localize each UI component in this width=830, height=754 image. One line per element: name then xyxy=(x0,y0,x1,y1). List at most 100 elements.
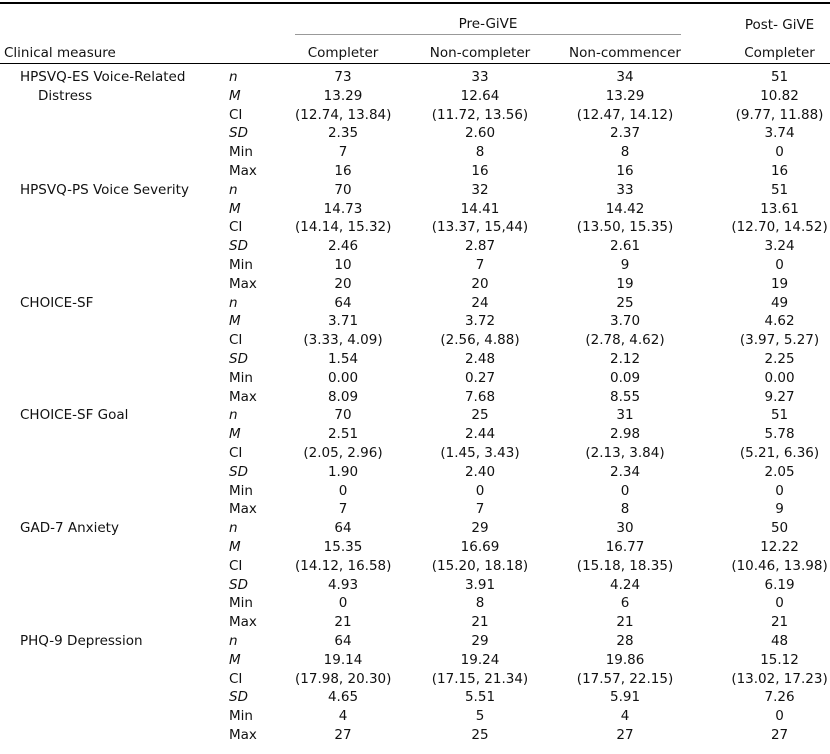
cell-value: 0.00 xyxy=(764,369,795,386)
cell-value: (13.50, 15.35) xyxy=(576,219,674,236)
table-row: CI (3.33, 4.09) (2.56, 4.88) (2.78, 4.62) (3… xyxy=(0,331,830,350)
statistic-label: n xyxy=(229,181,238,198)
cell-value: (13.37, 15,44) xyxy=(431,219,529,236)
cell-value: (14.12, 16.58) xyxy=(295,557,392,574)
table-row: Min 0 0 0 0 xyxy=(0,482,830,501)
measure-name: CHOICE-SF Goal xyxy=(20,407,129,424)
table-row: M 2.51 2.44 2.98 5.78 xyxy=(0,425,830,444)
table-row: CHOICE-SF n 64 24 25 49 xyxy=(0,294,830,313)
table-row: SD 2.35 2.60 2.37 3.74 xyxy=(0,124,830,143)
cell-value: 0.27 xyxy=(464,369,496,386)
cell-value: 1.54 xyxy=(327,350,359,367)
cell-value: 19.14 xyxy=(323,651,363,668)
cell-value: 3.91 xyxy=(464,576,496,593)
cell-value: 1.90 xyxy=(327,463,359,480)
cell-value: (2.05, 2.96) xyxy=(303,444,383,461)
table-row: CI (2.05, 2.96) (1.45, 3.43) (2.13, 3.84) (5… xyxy=(0,444,830,463)
cell-value: 34 xyxy=(616,69,634,85)
table-row: CHOICE-SF Goal n 70 25 31 51 xyxy=(0,406,830,425)
cell-value: 0 xyxy=(775,144,784,161)
table-row: Max 8.09 7.68 8.55 9.27 xyxy=(0,388,830,407)
cell-value: 64 xyxy=(334,294,352,311)
cell-value: 16.69 xyxy=(460,538,500,555)
cell-value: 30 xyxy=(616,520,634,537)
column-header: Clinical measure xyxy=(0,34,225,64)
cell-value: 12.64 xyxy=(460,87,500,104)
cell-value: (10.46, 13.98) xyxy=(731,557,828,574)
cell-value: 5.91 xyxy=(609,689,641,706)
group-header: Pre-GiVE xyxy=(295,3,682,35)
cell-value: (12.47, 14.12) xyxy=(576,106,674,123)
cell-value: 2.46 xyxy=(327,238,359,255)
statistic-label: n xyxy=(229,294,238,311)
cell-value: 2.51 xyxy=(327,426,359,443)
table-row: CI (14.12, 16.58) (15.20, 18.18) (15.18, 18… xyxy=(0,557,830,576)
cell-value: 25 xyxy=(471,407,489,424)
table-row: CI (14.14, 15.32) (13.37, 15,44) (13.50, 15… xyxy=(0,218,830,237)
table-row: SD 1.54 2.48 2.12 2.25 xyxy=(0,350,830,369)
table-row: PHQ-9 Depression n 64 29 28 48 xyxy=(0,632,830,651)
cell-value: 2.44 xyxy=(464,426,496,443)
table-row: SD 2.46 2.87 2.61 3.24 xyxy=(0,237,830,256)
cell-value: 24 xyxy=(471,294,489,311)
cell-value: 9.27 xyxy=(764,388,795,405)
cell-value: 13.29 xyxy=(323,87,363,104)
cell-value: 0 xyxy=(338,595,348,612)
measure-name: HPSVQ-PS Voice Severity xyxy=(20,181,189,198)
statistic-label: CI xyxy=(229,219,243,236)
statistic-label: SD xyxy=(229,689,248,706)
cell-value: 2.34 xyxy=(609,463,641,480)
table-row: GAD-7 Anxiety n 64 29 30 50 xyxy=(0,519,830,538)
cell-value: 21 xyxy=(334,614,352,631)
cell-value: 3.71 xyxy=(327,313,359,330)
cell-value: 5 xyxy=(475,708,485,725)
cell-value: 51 xyxy=(770,181,789,198)
measure-name: HPSVQ-ES Voice-Related Distress xyxy=(20,69,186,104)
cell-value: 8 xyxy=(475,595,485,612)
statistic-label: n xyxy=(229,407,238,424)
column-header: Completer xyxy=(295,34,391,64)
cell-value: 2.35 xyxy=(327,125,359,142)
cell-value: 14.42 xyxy=(605,200,645,217)
cell-value: 14.73 xyxy=(323,200,363,217)
cell-value: 4.24 xyxy=(609,576,641,593)
statistic-label: SD xyxy=(229,463,248,480)
cell-value: (3.97, 5.27) xyxy=(739,332,820,349)
cell-value: 29 xyxy=(471,632,489,649)
cell-value: 51 xyxy=(770,69,789,85)
table-row: Min 0.00 0.27 0.09 0.00 xyxy=(0,369,830,388)
statistic-label: CI xyxy=(229,670,243,687)
cell-value: (12.74, 13.84) xyxy=(295,106,392,123)
statistic-label: SD xyxy=(229,350,248,367)
cell-value: (13.02, 17.23) xyxy=(731,670,828,687)
measure-name: PHQ-9 Depression xyxy=(20,632,143,649)
statistic-label: M xyxy=(229,538,241,555)
cell-value: 7 xyxy=(338,501,348,518)
statistic-label: Min xyxy=(229,256,253,273)
cell-value: 15.12 xyxy=(760,651,799,668)
cell-value: 29 xyxy=(471,520,489,537)
statistic-label: n xyxy=(229,69,238,85)
cell-value: (2.78, 4.62) xyxy=(585,332,665,349)
cell-value: 3.70 xyxy=(609,313,641,330)
column-header: Completer xyxy=(681,34,830,64)
cell-value: 5.78 xyxy=(764,426,795,443)
cell-value: 12.22 xyxy=(760,538,799,555)
statistic-label: Max xyxy=(229,275,257,292)
table-row: M 19.14 19.24 19.86 15.12 xyxy=(0,651,830,670)
measure-name: CHOICE-SF xyxy=(20,294,94,311)
cell-value: 8 xyxy=(620,144,630,161)
cell-value: 0.00 xyxy=(327,369,359,386)
cell-value: 2.48 xyxy=(464,350,496,367)
statistic-label: CI xyxy=(229,557,243,574)
cell-value: 48 xyxy=(770,632,789,649)
table-row: Min 4 5 4 0 xyxy=(0,707,830,726)
cell-value: 20 xyxy=(471,275,489,292)
cell-value: (11.72, 13.56) xyxy=(431,106,529,123)
cell-value: 7 xyxy=(475,256,485,273)
cell-value: 7 xyxy=(338,144,348,161)
statistic-label: M xyxy=(229,87,241,104)
cell-value: 4 xyxy=(620,708,630,725)
table-row: Max 16 16 16 16 xyxy=(0,162,830,181)
